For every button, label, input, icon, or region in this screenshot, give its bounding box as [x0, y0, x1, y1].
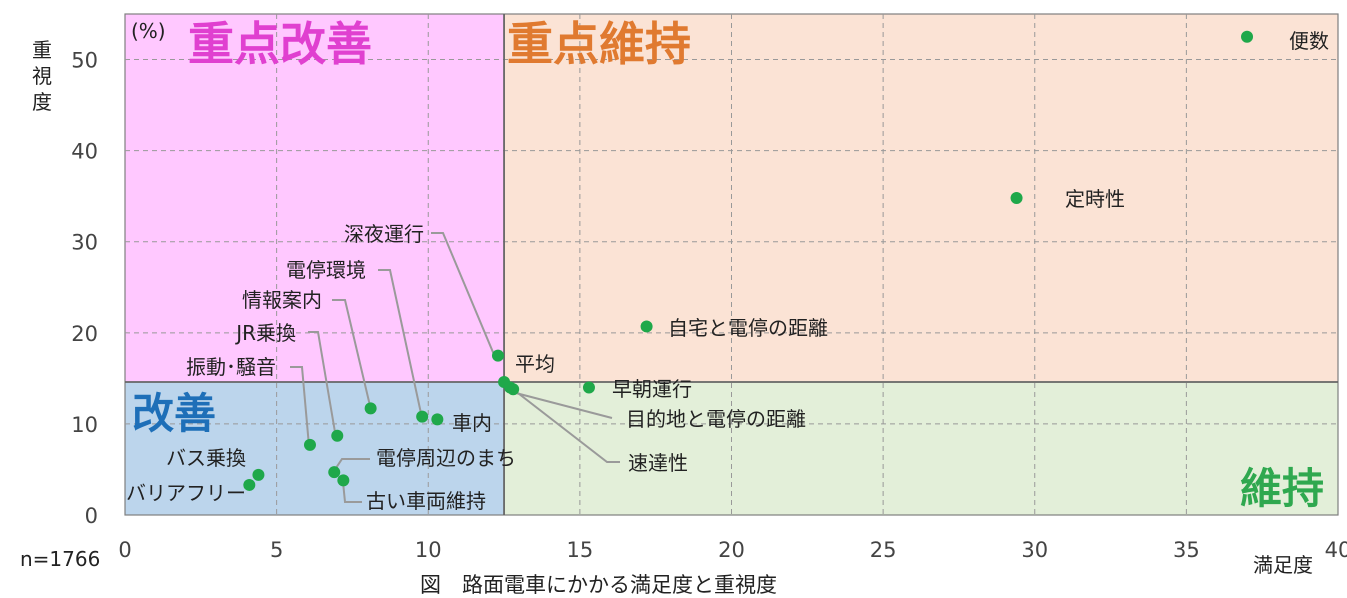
- y-unit-label: (%): [131, 19, 166, 43]
- point-label: 自宅と電停の距離: [668, 316, 828, 340]
- point-label: 目的地と電停の距離: [626, 407, 806, 431]
- data-point: [243, 478, 256, 491]
- point-label: 電停環境: [286, 258, 366, 282]
- point-label: 古い車両維持: [366, 489, 486, 513]
- figure-caption: 図 路面電車にかかる満足度と重視度: [420, 573, 777, 597]
- x-tick-label: 35: [1173, 538, 1200, 562]
- data-points: [243, 30, 1254, 491]
- x-axis-title: 満足度: [1253, 553, 1313, 577]
- point-label: 電停周辺のまち: [376, 446, 516, 470]
- y-axis-title: 重視度: [32, 38, 52, 114]
- quadrant-priority-maintain: [504, 14, 1338, 383]
- data-point: [364, 402, 377, 415]
- data-point: [507, 383, 520, 396]
- data-point: [640, 320, 653, 333]
- point-label: 速達性: [628, 451, 688, 475]
- x-tick-label: 15: [567, 538, 594, 562]
- quadrant-label: 維持: [1240, 464, 1324, 513]
- y-tick-label: 10: [71, 413, 98, 437]
- point-label: JR乗換: [234, 321, 296, 345]
- data-point: [416, 410, 429, 423]
- grid-lines: [125, 14, 1338, 515]
- point-label: 定時性: [1065, 187, 1125, 211]
- y-tick-label: 20: [71, 322, 98, 346]
- quadrant-priority-improve: [125, 14, 505, 383]
- x-tick-label: 0: [118, 538, 131, 562]
- y-tick-label: 40: [71, 140, 98, 164]
- x-tick-label: 10: [415, 538, 442, 562]
- x-tick-label: 25: [870, 538, 897, 562]
- quadrant-maintain: [504, 382, 1338, 515]
- x-tick-label: 20: [718, 538, 745, 562]
- data-point: [337, 474, 350, 487]
- point-label: 情報案内: [242, 288, 322, 312]
- point-label: バリアフリー: [126, 481, 246, 505]
- data-point: [331, 429, 344, 442]
- data-point: [431, 413, 444, 426]
- axis-ticks: 0 5 10 15 20 25 30 35 40 0 10 20 30 40 50: [71, 49, 1347, 562]
- point-label: 深夜運行: [344, 222, 424, 246]
- y-tick-label: 30: [71, 231, 98, 255]
- x-tick-label: 30: [1021, 538, 1048, 562]
- data-point: [303, 438, 316, 451]
- quadrant-label: 重点維持: [507, 17, 691, 71]
- x-tick-label: 40: [1325, 538, 1347, 562]
- quadrant-backgrounds: [124, 13, 1339, 516]
- quadrant-label: 重点改善: [188, 17, 372, 71]
- point-label: 便数: [1289, 29, 1329, 53]
- point-label: 早朝運行: [612, 377, 692, 401]
- data-point: [582, 381, 595, 394]
- data-point: [491, 349, 504, 362]
- average-label: 平均: [515, 352, 555, 376]
- data-point: [252, 468, 265, 481]
- data-point: [1010, 192, 1023, 205]
- sample-size: n=1766: [20, 547, 100, 571]
- y-tick-label: 0: [85, 504, 98, 528]
- quadrant-label: 改善: [132, 389, 216, 438]
- point-label: 振動･騒音: [186, 355, 276, 379]
- y-tick-label: 50: [71, 49, 98, 73]
- point-label: 車内: [452, 411, 492, 435]
- point-label: バス乗換: [166, 446, 246, 470]
- data-point: [328, 466, 341, 479]
- x-tick-label: 5: [270, 538, 283, 562]
- data-point: [1241, 30, 1254, 43]
